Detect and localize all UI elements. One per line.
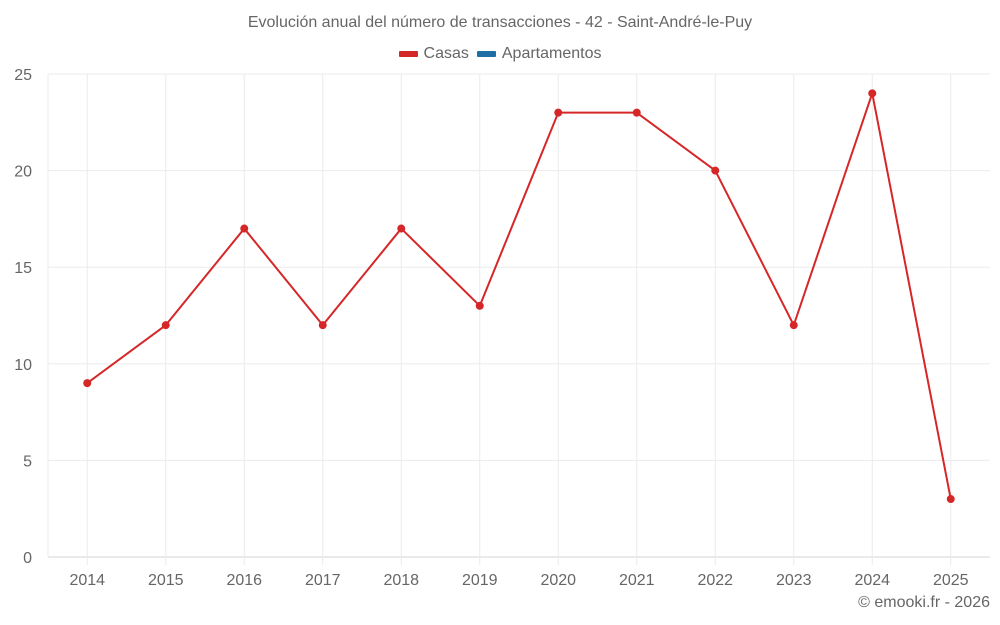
data-point[interactable] <box>240 224 249 233</box>
legend-label-casas: Casas <box>423 45 469 62</box>
x-tick-label: 2019 <box>462 572 498 589</box>
data-point[interactable] <box>161 321 170 330</box>
data-point[interactable] <box>475 301 484 310</box>
gridlines <box>47 73 990 565</box>
data-point[interactable] <box>397 224 406 233</box>
x-tick-label: 2017 <box>305 572 341 589</box>
x-tick-label: 2025 <box>933 572 969 589</box>
legend: Casas Apartamentos <box>0 45 1000 63</box>
y-tick-label: 15 <box>14 260 32 277</box>
legend-item-apartamentos[interactable]: Apartamentos <box>476 45 602 63</box>
x-tick-label: 2021 <box>619 572 655 589</box>
x-tick-label: 2014 <box>69 572 105 589</box>
x-axis: 2014 2015 2016 2017 2018 2019 2020 2021 2022 2023… <box>69 572 968 589</box>
x-tick-label: 2024 <box>854 572 890 589</box>
copyright-footer: © emooki.fr - 2026 <box>858 594 990 611</box>
data-point[interactable] <box>83 379 92 388</box>
x-tick-label: 2023 <box>776 572 812 589</box>
x-tick-label: 2018 <box>383 572 419 589</box>
x-tick-label: 2020 <box>540 572 576 589</box>
y-tick-label: 25 <box>14 67 32 84</box>
legend-label-apartamentos: Apartamentos <box>501 45 602 62</box>
data-point[interactable] <box>946 495 955 504</box>
data-point[interactable] <box>554 108 563 117</box>
y-tick-label: 5 <box>23 453 32 470</box>
x-tick-label: 2022 <box>697 572 733 589</box>
data-point[interactable] <box>318 321 327 330</box>
data-point[interactable] <box>789 321 798 330</box>
y-tick-label: 10 <box>14 357 32 374</box>
data-point[interactable] <box>632 108 641 117</box>
y-tick-label: 0 <box>23 550 32 567</box>
chart-title: Evolución anual del número de transaccio… <box>247 14 753 31</box>
x-tick-label: 2015 <box>148 572 184 589</box>
series-casas <box>83 89 955 504</box>
data-point[interactable] <box>711 166 720 175</box>
data-point[interactable] <box>868 89 877 98</box>
y-axis: 0 5 10 15 20 25 <box>14 67 32 567</box>
y-tick-label: 20 <box>14 164 32 181</box>
legend-swatch-casas <box>398 51 418 57</box>
x-tick-label: 2016 <box>226 572 262 589</box>
legend-swatch-apartamentos <box>476 51 496 57</box>
legend-item-casas[interactable]: Casas <box>398 45 469 63</box>
